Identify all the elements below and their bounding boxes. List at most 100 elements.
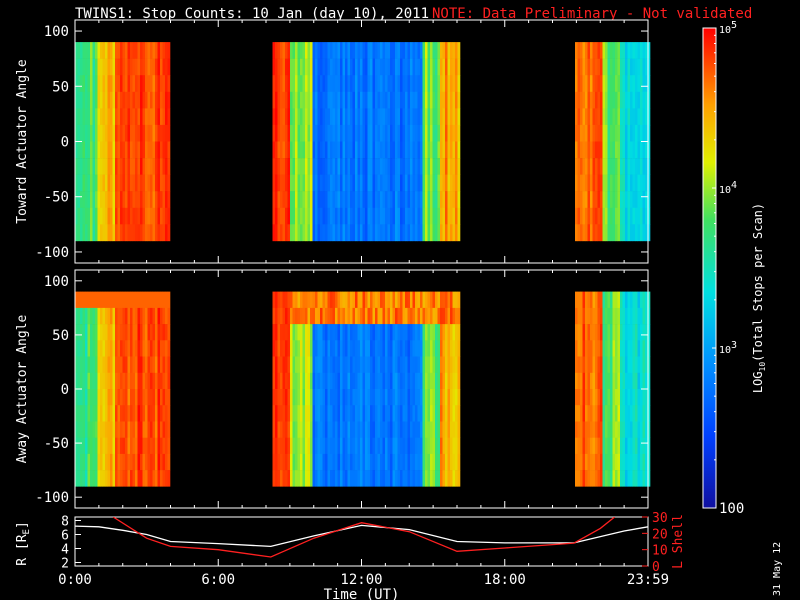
- heatmap-cell: [630, 340, 633, 357]
- heatmap-cell: [350, 174, 353, 192]
- heatmap-cell: [450, 108, 453, 126]
- heatmap-cell: [392, 356, 396, 374]
- heatmap-cell: [125, 42, 128, 59]
- heatmap-cell: [142, 108, 146, 126]
- heatmap-cell: [295, 389, 298, 406]
- heatmap-cell: [147, 340, 151, 357]
- heatmap-cell: [157, 389, 161, 406]
- heatmap-cell: [425, 58, 428, 76]
- heatmap-cell: [97, 340, 101, 357]
- heatmap-cell: [112, 124, 116, 142]
- heatmap-cell: [162, 141, 166, 159]
- heatmap-cell: [627, 372, 631, 390]
- heatmap-cell: [352, 324, 356, 341]
- heatmap-cell: [365, 470, 368, 487]
- heatmap-cell: [75, 58, 78, 76]
- heatmap-cell: [112, 91, 116, 109]
- heatmap-cell: [420, 324, 423, 341]
- heatmap-cell: [425, 191, 428, 209]
- heatmap-cell: [387, 372, 391, 390]
- heatmap-cell: [325, 42, 328, 59]
- heatmap-cell: [272, 453, 276, 471]
- heatmap-cell: [285, 75, 288, 93]
- heatmap-cell: [120, 207, 123, 225]
- heatmap-cell: [385, 470, 388, 487]
- heatmap-cell: [327, 389, 331, 406]
- heatmap-cell: [632, 324, 636, 341]
- heatmap-cell: [377, 191, 381, 209]
- heatmap-cell: [622, 437, 626, 455]
- heatmap-cell: [370, 141, 373, 159]
- heatmap-cell: [447, 356, 451, 374]
- heatmap-cell: [397, 42, 401, 59]
- heatmap-cell: [355, 207, 358, 225]
- heatmap-cell: [320, 207, 323, 225]
- heatmap-cell: [335, 141, 338, 159]
- heatmap-cell: [642, 453, 646, 471]
- heatmap-cell: [405, 405, 408, 422]
- heatmap-cell: [590, 340, 593, 357]
- heatmap-cell: [107, 124, 111, 142]
- heatmap-cell: [595, 224, 598, 242]
- heatmap-cell: [627, 389, 631, 406]
- heatmap-cell: [130, 191, 133, 209]
- heatmap-cell: [452, 291, 456, 309]
- heatmap-cell: [327, 405, 331, 422]
- heatmap-cell: [357, 207, 361, 225]
- heatmap-cell: [427, 356, 431, 374]
- heatmap-cell: [587, 372, 591, 390]
- heatmap-cell: [130, 470, 133, 487]
- heatmap-cell: [122, 174, 126, 192]
- heatmap-cell: [450, 58, 453, 76]
- heatmap-cell: [342, 141, 346, 159]
- heatmap-cell: [400, 470, 403, 487]
- heatmap-cell: [337, 405, 341, 422]
- heatmap-cell: [77, 75, 81, 93]
- heatmap-cell: [85, 421, 88, 439]
- heatmap-cell: [395, 340, 398, 357]
- heatmap-cell: [325, 75, 328, 93]
- y-axis-label: Away Actuator Angle: [15, 314, 30, 463]
- heatmap-cell: [112, 356, 116, 374]
- heatmap-cell: [362, 307, 366, 325]
- heatmap-cell: [387, 291, 391, 309]
- heatmap-cell: [320, 405, 323, 422]
- heatmap-cell: [630, 470, 633, 487]
- heatmap-cell: [285, 405, 288, 422]
- heatmap-cell: [315, 75, 318, 93]
- heatmap-cell: [75, 91, 78, 109]
- heatmap-cell: [390, 207, 393, 225]
- heatmap-cell: [307, 356, 311, 374]
- heatmap-cell: [282, 191, 286, 209]
- heatmap-cell: [295, 470, 298, 487]
- heatmap-cell: [375, 42, 378, 59]
- heatmap-cell: [272, 291, 276, 309]
- heatmap-cell: [632, 75, 636, 93]
- heatmap-cell: [287, 437, 291, 455]
- heatmap-cell: [135, 372, 138, 390]
- heatmap-cell: [95, 75, 98, 93]
- heatmap-cell: [115, 108, 118, 126]
- heatmap-cell: [310, 124, 313, 142]
- heatmap-cell: [320, 158, 323, 175]
- heatmap-cell: [385, 291, 388, 309]
- heatmap-cell: [125, 158, 128, 175]
- heatmap-cell: [117, 324, 121, 341]
- heatmap-cell: [630, 58, 633, 76]
- heatmap-cell: [147, 453, 151, 471]
- heatmap-cell: [282, 340, 286, 357]
- heatmap-cell: [395, 58, 398, 76]
- heatmap-cell: [595, 158, 598, 175]
- heatmap-cell: [582, 324, 586, 341]
- heatmap-cell: [87, 158, 91, 175]
- heatmap-cell: [307, 470, 311, 487]
- heatmap-cell: [435, 437, 438, 455]
- heatmap-cell: [282, 124, 286, 142]
- heatmap-cell: [630, 421, 633, 439]
- heatmap-cell: [355, 356, 358, 374]
- heatmap-cell: [317, 75, 321, 93]
- heatmap-cell: [437, 340, 441, 357]
- heatmap-cell: [160, 158, 163, 175]
- heatmap-cell: [362, 58, 366, 76]
- heatmap-cell: [325, 421, 328, 439]
